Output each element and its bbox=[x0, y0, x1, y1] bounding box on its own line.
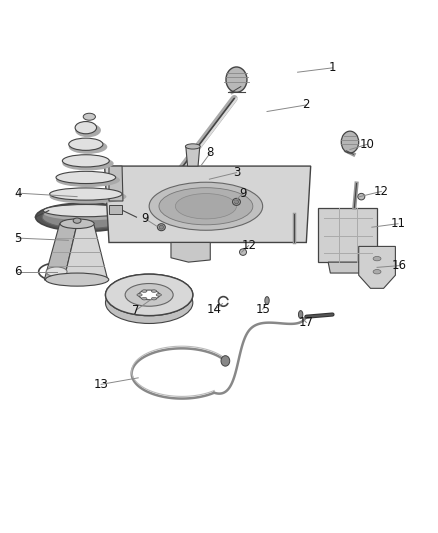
Ellipse shape bbox=[373, 256, 381, 261]
Ellipse shape bbox=[240, 249, 247, 255]
Ellipse shape bbox=[221, 356, 230, 366]
Ellipse shape bbox=[83, 113, 95, 120]
Ellipse shape bbox=[159, 225, 163, 229]
Text: 13: 13 bbox=[94, 378, 109, 391]
Polygon shape bbox=[186, 147, 200, 166]
Ellipse shape bbox=[341, 131, 359, 153]
Ellipse shape bbox=[106, 274, 193, 316]
Text: 14: 14 bbox=[207, 303, 222, 316]
Polygon shape bbox=[328, 262, 367, 273]
Ellipse shape bbox=[106, 274, 193, 316]
Ellipse shape bbox=[69, 140, 107, 154]
Ellipse shape bbox=[157, 224, 165, 231]
Ellipse shape bbox=[56, 171, 116, 183]
Ellipse shape bbox=[42, 206, 130, 229]
Ellipse shape bbox=[62, 155, 110, 167]
Polygon shape bbox=[64, 224, 108, 280]
Ellipse shape bbox=[185, 144, 200, 149]
Text: 8: 8 bbox=[207, 147, 214, 159]
Ellipse shape bbox=[226, 67, 247, 92]
Text: 4: 4 bbox=[14, 187, 22, 200]
Ellipse shape bbox=[358, 193, 365, 200]
Text: 10: 10 bbox=[360, 138, 375, 151]
Ellipse shape bbox=[137, 294, 142, 296]
Ellipse shape bbox=[75, 123, 101, 138]
Polygon shape bbox=[359, 246, 396, 288]
Polygon shape bbox=[44, 224, 77, 280]
Text: 11: 11 bbox=[391, 217, 406, 230]
Ellipse shape bbox=[233, 198, 240, 205]
Text: 12: 12 bbox=[374, 185, 389, 198]
Ellipse shape bbox=[43, 206, 133, 220]
Ellipse shape bbox=[125, 284, 173, 306]
Ellipse shape bbox=[49, 188, 122, 200]
Ellipse shape bbox=[298, 311, 303, 318]
Ellipse shape bbox=[265, 297, 269, 304]
Ellipse shape bbox=[149, 182, 263, 230]
FancyBboxPatch shape bbox=[166, 171, 181, 183]
Ellipse shape bbox=[234, 200, 239, 204]
Ellipse shape bbox=[159, 188, 253, 225]
Ellipse shape bbox=[60, 219, 94, 229]
Ellipse shape bbox=[49, 190, 127, 204]
Text: 9: 9 bbox=[141, 212, 148, 225]
Ellipse shape bbox=[142, 297, 147, 300]
Ellipse shape bbox=[151, 297, 156, 300]
Ellipse shape bbox=[373, 270, 381, 274]
Text: 15: 15 bbox=[255, 303, 270, 316]
Ellipse shape bbox=[75, 122, 96, 134]
Text: 17: 17 bbox=[299, 316, 314, 329]
Ellipse shape bbox=[46, 267, 67, 277]
Ellipse shape bbox=[139, 290, 159, 300]
Polygon shape bbox=[109, 166, 123, 201]
Ellipse shape bbox=[106, 282, 193, 324]
Ellipse shape bbox=[73, 218, 81, 223]
Ellipse shape bbox=[43, 205, 128, 217]
Ellipse shape bbox=[35, 203, 136, 231]
Text: 1: 1 bbox=[329, 61, 336, 74]
Ellipse shape bbox=[175, 193, 237, 219]
Text: 6: 6 bbox=[14, 265, 22, 278]
Ellipse shape bbox=[69, 138, 103, 150]
Ellipse shape bbox=[46, 273, 109, 286]
Text: 5: 5 bbox=[14, 232, 22, 245]
Polygon shape bbox=[171, 243, 210, 262]
Ellipse shape bbox=[151, 290, 156, 293]
Polygon shape bbox=[109, 205, 122, 214]
Text: 12: 12 bbox=[241, 239, 256, 252]
Ellipse shape bbox=[39, 263, 74, 280]
Ellipse shape bbox=[62, 157, 114, 171]
Polygon shape bbox=[318, 207, 378, 262]
Text: 2: 2 bbox=[303, 99, 310, 111]
Text: 16: 16 bbox=[392, 259, 406, 272]
Ellipse shape bbox=[142, 290, 147, 293]
Text: 9: 9 bbox=[239, 187, 247, 200]
Ellipse shape bbox=[56, 173, 120, 187]
Polygon shape bbox=[105, 166, 311, 243]
Text: 3: 3 bbox=[233, 166, 240, 179]
Ellipse shape bbox=[156, 294, 161, 296]
Text: 7: 7 bbox=[132, 304, 140, 317]
